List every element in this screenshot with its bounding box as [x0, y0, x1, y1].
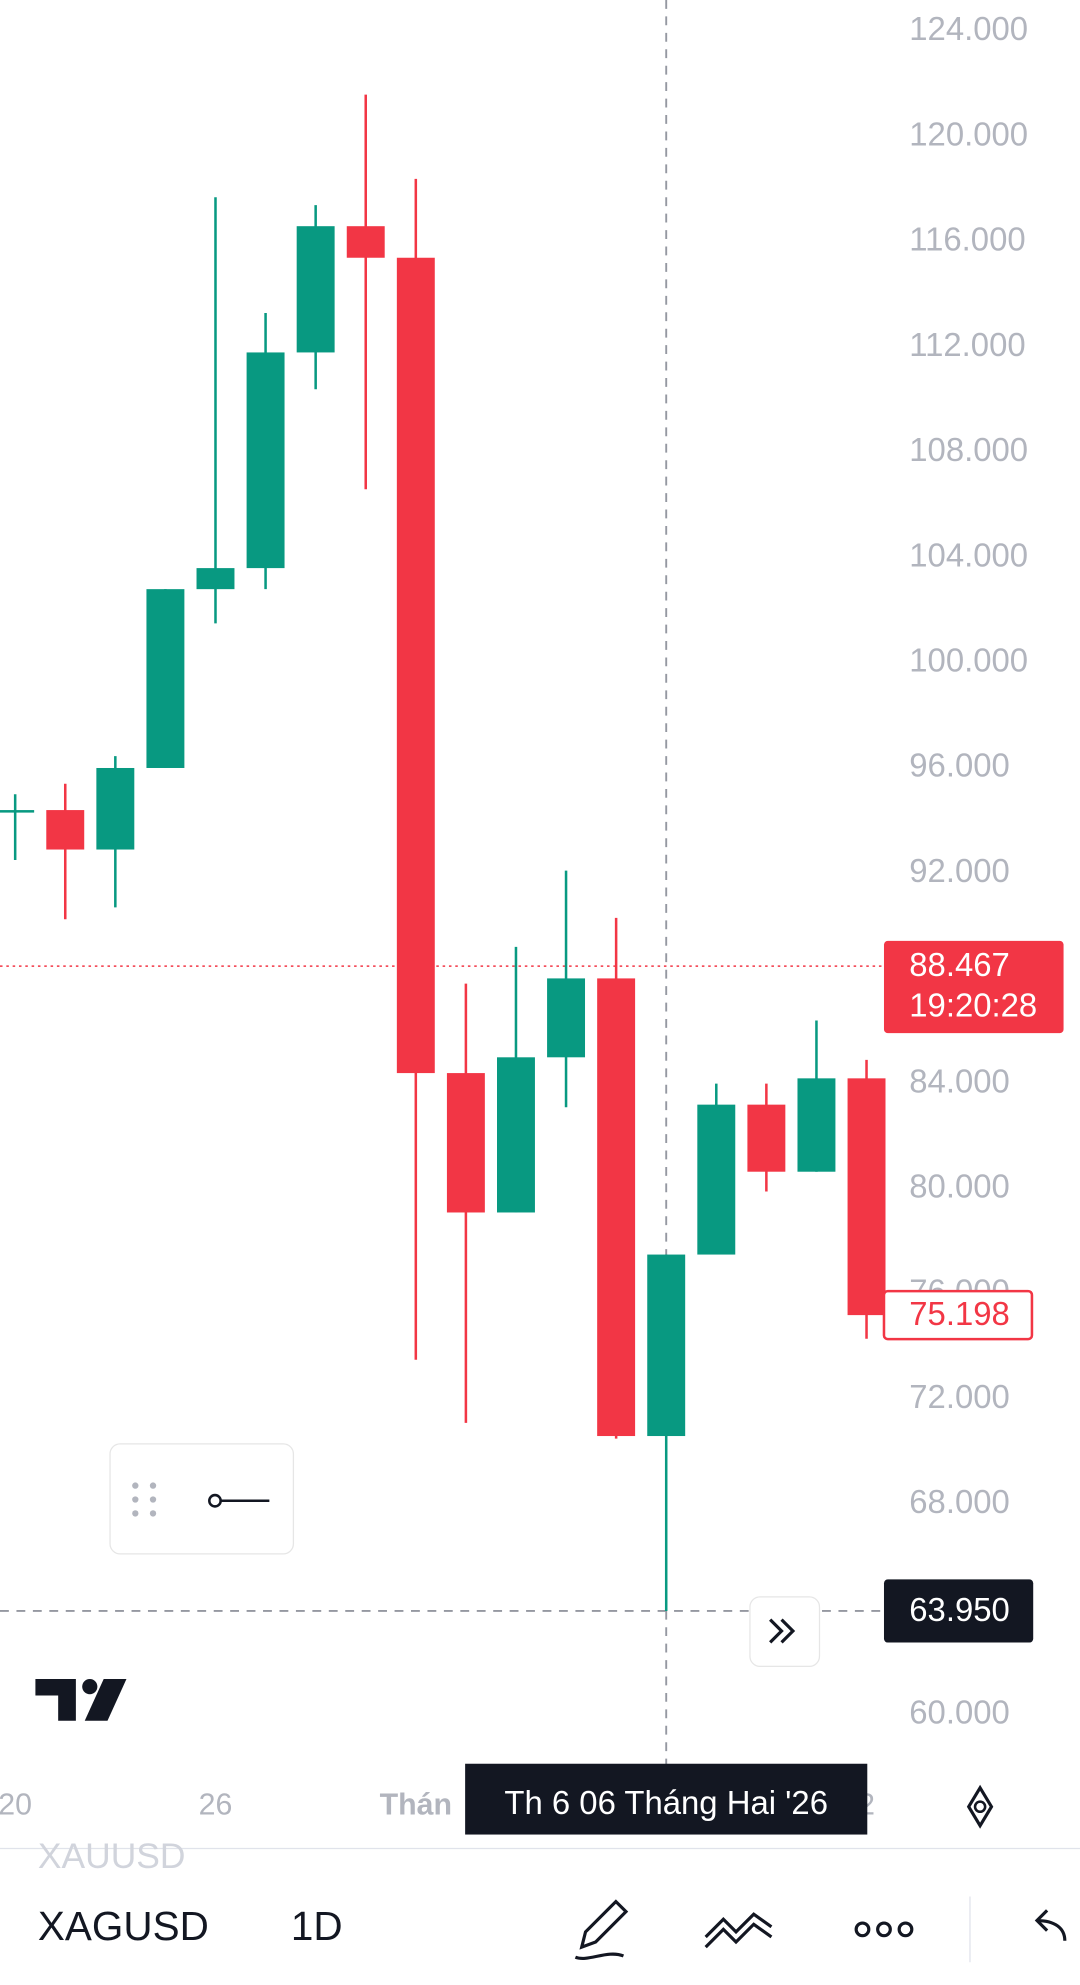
x-tick-label: 20 — [0, 1789, 32, 1822]
candle-body — [647, 1254, 686, 1437]
plot: 60.00064.00068.00072.00076.00080.00084.0… — [0, 0, 1064, 1835]
undo-icon[interactable] — [1034, 1909, 1067, 1941]
interval[interactable]: 1D — [291, 1903, 343, 1949]
close-price-box — [882, 1289, 1034, 1341]
more-icon[interactable] — [897, 1921, 914, 1938]
x-tick-label: Thán — [380, 1789, 452, 1822]
chevrons-icon — [769, 1618, 796, 1644]
y-tick-label: 116.000 — [909, 221, 1025, 258]
y-tick-label: 68.000 — [909, 1483, 1010, 1520]
y-tick-label: 124.000 — [909, 10, 1028, 47]
line-tool-icon — [208, 1493, 222, 1508]
candle-body — [146, 589, 185, 768]
scroll-to-realtime[interactable] — [749, 1596, 821, 1668]
candle-body — [196, 568, 235, 590]
drag-handle — [132, 1482, 157, 1517]
candle-body — [446, 1073, 485, 1213]
candle-body — [797, 1078, 836, 1172]
close-price-label: 75.198 — [909, 1295, 1010, 1332]
last-price-label: 88.467 — [909, 946, 1010, 983]
candle-body — [46, 810, 85, 850]
draw-icon[interactable] — [574, 1899, 629, 1960]
indicators-icon[interactable] — [704, 1912, 773, 1949]
candle-body — [547, 978, 586, 1058]
candle-body — [346, 226, 385, 258]
y-tick-label: 100.000 — [909, 641, 1028, 678]
crosshair-x-label: Th 6 06 Tháng Hai '26 — [504, 1784, 828, 1821]
more-icon[interactable] — [854, 1921, 871, 1938]
countdown-label: 19:20:28 — [909, 987, 1037, 1024]
y-tick-label: 108.000 — [909, 431, 1028, 468]
crosshair-x-box — [465, 1763, 868, 1835]
symbol[interactable]: XAGUSD — [38, 1903, 209, 1949]
y-tick-label: 80.000 — [909, 1167, 1010, 1204]
candle-body — [497, 1057, 535, 1213]
candle-body — [96, 767, 135, 850]
y-tick-label: 120.000 — [909, 115, 1028, 152]
candle-body — [597, 978, 636, 1437]
settings-icon[interactable] — [966, 1784, 994, 1829]
candle-body — [697, 1104, 736, 1255]
more-icon[interactable] — [876, 1921, 892, 1938]
y-tick-label: 104.000 — [909, 536, 1028, 573]
candle-body — [747, 1104, 786, 1172]
candle-body — [246, 352, 285, 569]
y-tick-label: 84.000 — [909, 1062, 1010, 1099]
candle-body — [847, 1078, 886, 1316]
candle-body — [0, 810, 35, 813]
settings-icon-center — [973, 1800, 987, 1814]
y-tick-label: 112.000 — [909, 326, 1025, 363]
toolbar-icons — [574, 1899, 1067, 1960]
y-tick-label: 96.000 — [909, 747, 1010, 784]
last-price-box — [883, 940, 1064, 1034]
logo — [35, 1679, 127, 1721]
y-tick-label: 60.000 — [909, 1694, 1010, 1731]
candle-body — [296, 226, 335, 353]
crosshair-y-box — [883, 1579, 1034, 1643]
x-tick-label: 26 — [199, 1789, 233, 1822]
y-tick-label: 72.000 — [909, 1378, 1010, 1415]
prev-symbol: XAUUSD — [38, 1836, 186, 1876]
drawing-widget[interactable] — [109, 1443, 295, 1555]
button-box[interactable] — [749, 1596, 821, 1668]
widget-box[interactable] — [109, 1443, 295, 1555]
candle-body — [396, 257, 435, 1074]
crosshair-y-label: 63.950 — [909, 1591, 1010, 1628]
y-tick-label: 92.000 — [909, 852, 1010, 889]
